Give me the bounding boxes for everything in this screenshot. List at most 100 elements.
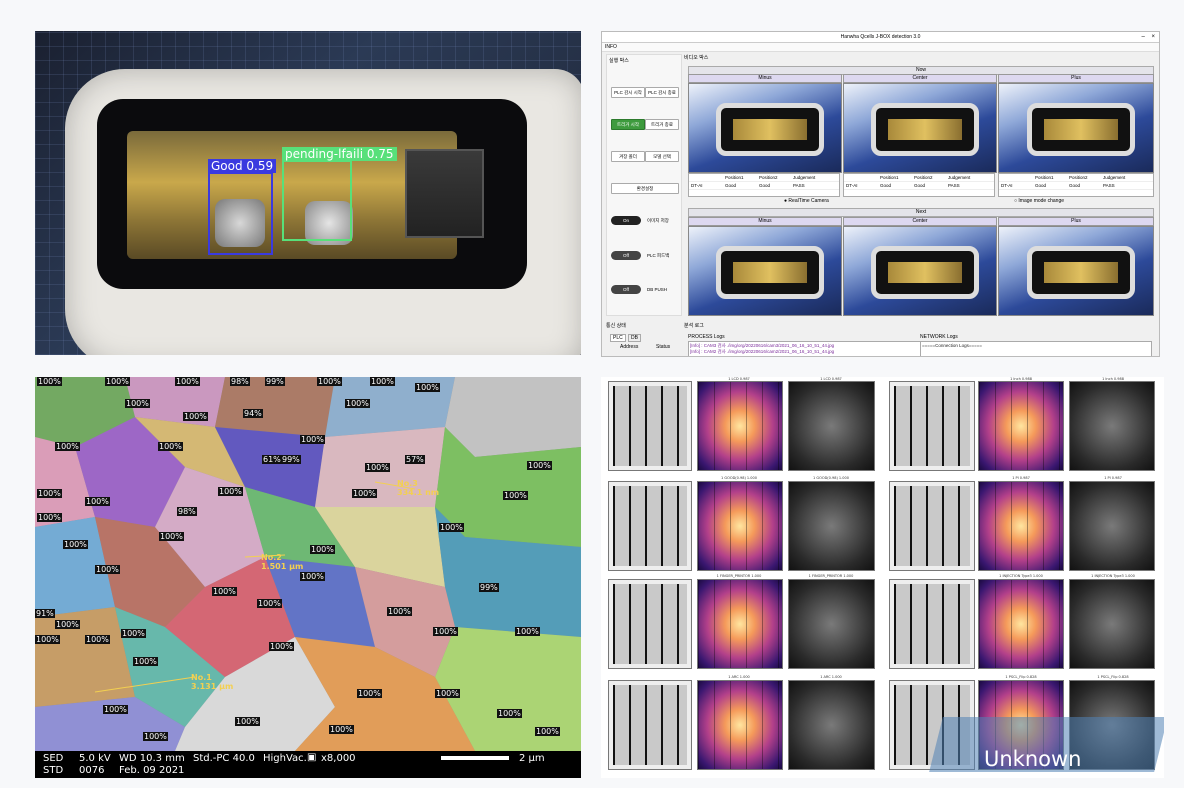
status-col-address: Address — [620, 344, 639, 350]
confidence-label: 99% — [479, 583, 499, 592]
analysis-logs-header: 분석 로그 — [684, 323, 704, 329]
sem-info-bar: SED 5.0 kV WD 10.3 mm Std.-PC 40.0 HighV… — [35, 751, 581, 778]
el-caption: 1 GOOD(0.98) 1.000 — [813, 476, 849, 480]
el-cell-image — [608, 579, 692, 669]
image-mode-change-radio[interactable]: ○ Image mode change — [1014, 198, 1065, 204]
confidence-label: 100% — [37, 513, 62, 522]
confidence-label: 100% — [497, 709, 522, 718]
confidence-label: 100% — [535, 727, 560, 736]
el-saliency — [788, 680, 875, 770]
confidence-label: 100% — [121, 629, 146, 638]
el-caption: 1 INJECTION Type3 1.000 — [999, 574, 1043, 578]
el-caption: 1 PI 0.987 — [1012, 476, 1030, 480]
el-saliency — [788, 381, 875, 471]
el-heatmap — [978, 381, 1064, 471]
db-push-label: DB PUSH — [647, 287, 668, 292]
confidence-label: 100% — [527, 461, 552, 470]
window-title: Hanwha Qcells J-BOX detection 3.0 — [840, 34, 921, 40]
el-caption: 1 FINGER_PRINTOR 1.000 — [716, 574, 762, 578]
confidence-label: 100% — [105, 377, 130, 386]
el-heatmap — [697, 481, 783, 571]
el-caption: 1 Inch 0.988 — [1010, 377, 1032, 381]
confidence-label: 100% — [35, 635, 60, 644]
segmentation-overlay — [35, 377, 581, 751]
detection-box-pending — [282, 160, 352, 241]
confidence-label: 100% — [85, 635, 110, 644]
process-log-box[interactable]: [Info] : CAM3 검사 ./img/org/20220616/cam3… — [688, 341, 922, 356]
detection-label-good: Good 0.59 — [208, 159, 277, 173]
plc-feedback-toggle[interactable]: Off — [611, 251, 641, 260]
el-caption: 1 ARC 1.000 — [820, 675, 842, 679]
realtime-camera-radio[interactable]: ● RealTime Camera — [784, 198, 829, 204]
working-distance-label: WD 10.3 mm — [119, 753, 185, 764]
now-cam-minus-image — [688, 83, 842, 173]
confidence-label: 100% — [159, 532, 184, 541]
model-select-button[interactable]: 모델 선택 — [645, 151, 679, 162]
table-row[interactable]: DT-AI Good Good PASS — [844, 182, 994, 190]
table-row[interactable]: DT-AI Good Good PASS — [999, 182, 1153, 190]
confidence-label: 100% — [357, 689, 382, 698]
el-cell-image — [608, 481, 692, 571]
confidence-label: 100% — [158, 442, 183, 451]
result-table-center: Position1 Position2 Judgement DT-AI Good Goo… — [843, 173, 995, 197]
image-save-label: 이미지 저장 — [647, 218, 669, 223]
probe-current-label: Std.-PC 40.0 — [193, 753, 255, 764]
confidence-label: 100% — [387, 607, 412, 616]
scale-bar — [441, 756, 509, 760]
image-number-label: 0076 — [79, 765, 105, 776]
confidence-label: 100% — [257, 599, 282, 608]
network-logs-header: NETWORK Logs — [920, 334, 958, 340]
confidence-label: 100% — [183, 412, 208, 421]
el-caption: 1 LCD 0.987 — [728, 377, 750, 381]
minimize-icon[interactable]: – — [1141, 34, 1145, 40]
camera-icon: ▣ — [307, 752, 317, 763]
solder-joint — [215, 199, 265, 247]
confidence-label: 100% — [63, 540, 88, 549]
settings-button[interactable]: 환경설정 — [611, 183, 679, 194]
network-log-box[interactable]: =====Connection Logs===== — [920, 341, 1152, 356]
confidence-label: 100% — [317, 377, 342, 386]
now-cam-plus-header: Plus — [998, 74, 1154, 83]
confidence-label: 100% — [218, 487, 243, 496]
confidence-label: 57% — [405, 455, 425, 464]
process-logs-header: PROCESS Logs — [688, 334, 725, 340]
measurement-no3: No.3 334.1 nm — [397, 479, 440, 497]
confidence-label: 91% — [35, 609, 55, 618]
junction-box-detection-photo: Good 0.59 pending-lfaili 0.75 — [35, 31, 581, 355]
confidence-label: 99% — [281, 455, 301, 464]
detection-box-good — [208, 172, 273, 255]
trigger-stop-button[interactable]: 트리거 종료 — [645, 119, 679, 130]
confidence-label: 100% — [300, 435, 325, 444]
el-caption: 1 GOOD(0.98) 1.000 — [721, 476, 757, 480]
el-saliency — [788, 579, 875, 669]
trigger-start-button[interactable]: 트리거 시작 — [611, 119, 645, 130]
el-cell-image — [608, 381, 692, 471]
detection-label-pending: pending-lfaili 0.75 — [282, 147, 397, 161]
confidence-label: 100% — [329, 725, 354, 734]
control-panel: 실행 박스 PLC 감시 시작 PLC 감시 종료 트리거 시작 트리거 종료 … — [606, 54, 682, 316]
confidence-label: 100% — [143, 732, 168, 741]
menu-bar: INFO — [602, 43, 1159, 52]
tab-db[interactable]: DB — [628, 334, 641, 342]
folder-open-button[interactable]: 겨장 폴더 — [611, 151, 645, 162]
close-icon[interactable]: × — [1151, 34, 1155, 40]
now-cam-center-header: Center — [843, 74, 997, 83]
confidence-label: 100% — [515, 627, 540, 636]
confidence-label: 61% — [262, 455, 282, 464]
next-cam-plus-header: Plus — [998, 217, 1154, 226]
el-caption: 1 FINGER_PRINTOR 1.000 — [808, 574, 854, 578]
el-saliency — [1069, 481, 1155, 571]
confidence-label: 100% — [95, 565, 120, 574]
confidence-label: 100% — [415, 383, 440, 392]
confidence-label: 100% — [352, 489, 377, 498]
image-save-toggle[interactable]: On — [611, 216, 641, 225]
result-table-plus: Position1 Position2 Judgement DT-AI Good Goo… — [998, 173, 1154, 197]
table-row[interactable]: DT-AI Good Good PASS — [689, 182, 839, 190]
plc-start-button[interactable]: PLC 감시 시작 — [611, 87, 645, 98]
plc-stop-button[interactable]: PLC 감시 종료 — [645, 87, 679, 98]
db-push-toggle[interactable]: Off — [611, 285, 641, 294]
menu-info[interactable]: INFO — [605, 44, 617, 50]
tab-plc[interactable]: PLC — [610, 334, 626, 342]
confidence-label: 100% — [37, 377, 62, 386]
el-cell-image — [608, 680, 692, 770]
